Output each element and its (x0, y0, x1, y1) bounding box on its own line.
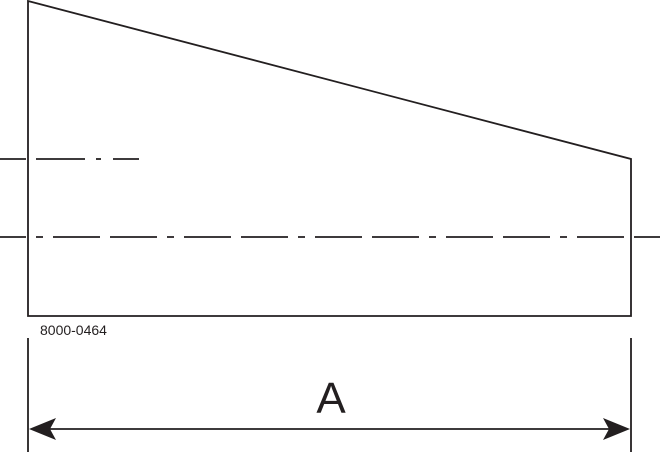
part-number-label: 8000-0464 (40, 322, 107, 338)
arrowhead-right (603, 418, 630, 440)
arrowhead-left (29, 418, 56, 440)
dimension-label: A (316, 374, 346, 423)
reducer-outline (27, 0, 632, 317)
